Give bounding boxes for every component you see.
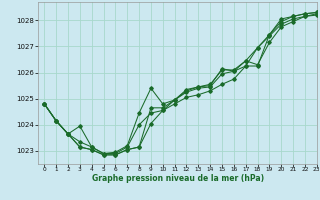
X-axis label: Graphe pression niveau de la mer (hPa): Graphe pression niveau de la mer (hPa)	[92, 174, 264, 183]
